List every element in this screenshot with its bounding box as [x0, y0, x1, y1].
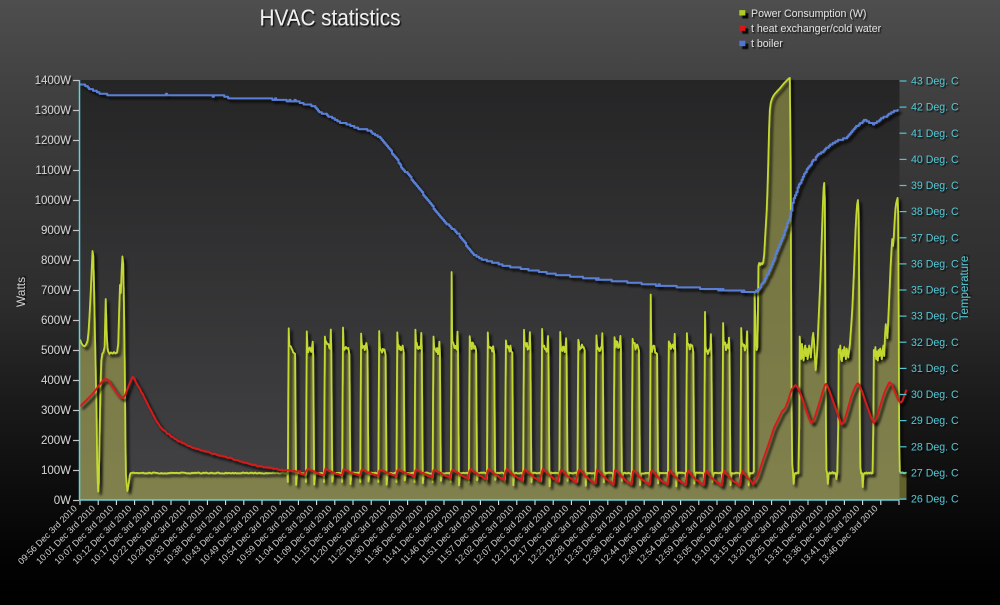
svg-text:Watts: Watts [14, 277, 28, 307]
svg-text:35 Deg. C: 35 Deg. C [911, 285, 959, 297]
svg-text:Power Consumption (W): Power Consumption (W) [751, 8, 866, 20]
svg-text:900W: 900W [41, 225, 71, 237]
svg-text:1400W: 1400W [35, 75, 72, 87]
svg-text:0W: 0W [54, 495, 71, 507]
svg-text:1200W: 1200W [35, 135, 72, 147]
svg-text:30 Deg. C: 30 Deg. C [911, 389, 959, 401]
svg-text:41 Deg. C: 41 Deg. C [911, 128, 959, 140]
svg-text:500W: 500W [41, 345, 71, 357]
svg-text:31 Deg. C: 31 Deg. C [911, 363, 959, 375]
svg-text:37 Deg. C: 37 Deg. C [911, 232, 959, 244]
svg-text:HVAC statistics: HVAC statistics [260, 5, 401, 31]
svg-text:1000W: 1000W [35, 195, 72, 207]
svg-text:1100W: 1100W [35, 165, 71, 177]
svg-text:42 Deg. C: 42 Deg. C [911, 102, 959, 114]
svg-text:Temperature: Temperature [959, 256, 971, 321]
svg-text:800W: 800W [41, 255, 71, 267]
svg-text:43 Deg. C: 43 Deg. C [911, 76, 959, 88]
svg-text:27 Deg. C: 27 Deg. C [911, 468, 959, 480]
svg-text:100W: 100W [41, 465, 71, 477]
svg-text:400W: 400W [41, 375, 71, 387]
svg-text:29 Deg. C: 29 Deg. C [911, 415, 959, 427]
svg-text:600W: 600W [41, 315, 71, 327]
svg-text:300W: 300W [41, 405, 71, 417]
svg-text:700W: 700W [41, 285, 71, 297]
svg-text:26 Deg. C: 26 Deg. C [911, 494, 959, 506]
svg-text:36 Deg. C: 36 Deg. C [911, 259, 959, 271]
svg-text:t boiler: t boiler [751, 38, 783, 50]
svg-text:39 Deg. C: 39 Deg. C [911, 180, 959, 192]
svg-text:38 Deg. C: 38 Deg. C [911, 206, 959, 218]
svg-text:1300W: 1300W [35, 105, 72, 117]
svg-text:40 Deg. C: 40 Deg. C [911, 154, 959, 166]
svg-text:28 Deg. C: 28 Deg. C [911, 441, 959, 453]
svg-text:32 Deg. C: 32 Deg. C [911, 337, 959, 349]
svg-text:33 Deg. C: 33 Deg. C [911, 311, 959, 323]
svg-text:200W: 200W [41, 435, 71, 447]
svg-text:t heat exchanger/cold water: t heat exchanger/cold water [751, 23, 882, 35]
